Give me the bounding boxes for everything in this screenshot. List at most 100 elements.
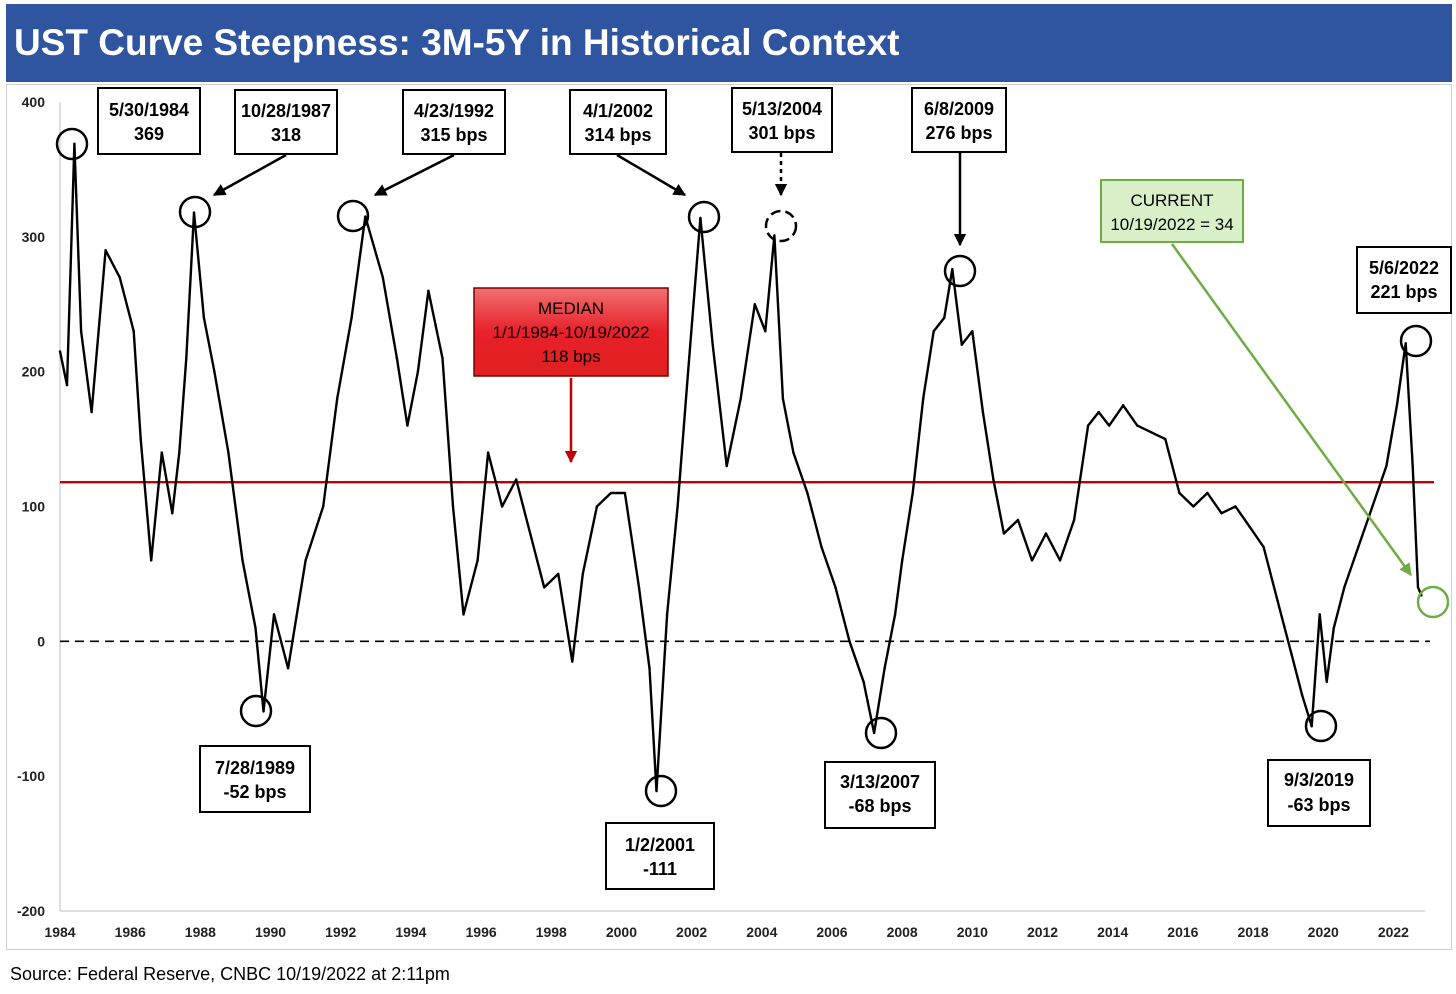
data-point	[1411, 464, 1414, 468]
data-point	[1086, 424, 1090, 427]
data-point	[1107, 424, 1111, 427]
data-point	[1164, 437, 1167, 441]
data-point	[132, 330, 135, 333]
data-point	[1343, 586, 1346, 589]
annotation-2009: 6/8/2009 276 bps	[911, 87, 1007, 153]
label-2002-date: 4/1/2002	[583, 101, 653, 121]
x-tick-label: 1994	[395, 924, 426, 940]
data-point	[872, 731, 876, 735]
y-tick-label: 200	[22, 364, 46, 380]
annotation-2002: 4/1/2002 314 bps	[569, 89, 667, 155]
data-point	[90, 410, 93, 414]
data-point	[1178, 491, 1181, 495]
data-point	[364, 215, 367, 218]
data-point	[336, 397, 339, 400]
data-point	[476, 559, 479, 562]
data-point	[79, 330, 83, 333]
data-point	[1357, 545, 1360, 549]
marker-1989	[239, 694, 273, 728]
data-point	[900, 559, 904, 562]
data-point	[820, 545, 823, 549]
source-note: Source: Federal Reserve, CNBC 10/19/2022…	[10, 964, 450, 984]
data-point	[139, 437, 142, 441]
data-point	[427, 289, 430, 292]
data-point	[416, 370, 420, 373]
annotation-2007: 3/13/2007 -68 bps	[824, 761, 936, 829]
data-point	[514, 478, 518, 481]
data-point	[65, 383, 69, 387]
annotation-1987: 10/28/1987 318	[234, 89, 338, 155]
y-tick-label: 400	[22, 94, 46, 110]
data-point	[922, 397, 925, 400]
data-point	[981, 410, 985, 414]
x-tick-label: 2010	[957, 924, 988, 940]
data-point	[1262, 545, 1265, 549]
data-point	[1016, 518, 1020, 522]
data-point	[637, 586, 641, 589]
data-point	[1318, 613, 1321, 616]
data-point	[676, 505, 679, 508]
data-point	[529, 532, 532, 535]
label-2009-value: 276 bps	[925, 123, 992, 143]
annotation-2022: 5/6/2022 221 bps	[1356, 246, 1452, 314]
data-point	[1206, 491, 1209, 495]
y-tick-label: 300	[22, 229, 46, 245]
data-points	[58, 142, 1423, 793]
data-point	[350, 316, 353, 319]
data-point	[272, 613, 276, 616]
label-1984-date: 5/30/1984	[109, 100, 189, 120]
data-point	[381, 276, 385, 279]
data-point	[960, 343, 964, 346]
x-tick-label: 2020	[1308, 924, 1339, 940]
label-1992-date: 4/23/1992	[414, 101, 494, 121]
data-point	[462, 613, 465, 616]
marker-2019	[1304, 709, 1338, 743]
annotation-2019: 9/3/2019 -63 bps	[1267, 759, 1371, 827]
data-point	[1310, 725, 1313, 728]
data-point	[971, 330, 974, 333]
y-tick-label: 100	[22, 499, 46, 515]
data-point	[1404, 342, 1407, 345]
data-point	[581, 572, 585, 576]
x-tick-label: 2006	[816, 924, 847, 940]
data-point	[406, 424, 409, 427]
annotation-1984: 5/30/1984 369	[97, 87, 201, 155]
data-point	[1290, 653, 1293, 657]
data-point	[1332, 626, 1335, 630]
extreme-markers	[55, 127, 1450, 808]
data-point	[202, 316, 206, 319]
x-tick-label: 1992	[325, 924, 356, 940]
x-tick-label: 2012	[1027, 924, 1058, 940]
data-point	[806, 491, 809, 495]
label-2022-date: 5/6/2022	[1369, 258, 1439, 278]
label-1987-date: 10/28/1987	[241, 101, 331, 121]
data-point	[1385, 464, 1388, 468]
label-1984-value: 369	[134, 124, 164, 144]
data-point	[739, 397, 742, 400]
marker-1987	[178, 195, 212, 229]
marker-2004	[764, 209, 798, 243]
data-point	[725, 464, 728, 468]
data-point	[557, 572, 560, 576]
data-point	[1097, 410, 1100, 414]
title-bar: UST Curve Steepness: 3M-5Y in Historical…	[6, 4, 1452, 82]
y-tick-label: -200	[17, 903, 45, 919]
data-point	[441, 356, 444, 360]
arrow-1987	[212, 153, 287, 197]
data-point	[862, 680, 865, 683]
data-point	[911, 491, 914, 495]
x-tick-label: 2008	[887, 924, 918, 940]
data-point	[1030, 559, 1034, 562]
data-point	[623, 491, 627, 495]
data-point	[1136, 424, 1139, 427]
y-tick-label: -100	[17, 768, 45, 784]
current-box: CURRENT 10/19/2022 = 34	[1100, 179, 1244, 243]
marker-1984	[55, 127, 89, 161]
annotation-arrows	[212, 153, 1413, 577]
marker-2009	[943, 254, 977, 288]
label-2001-date: 1/2/2001	[625, 835, 695, 855]
data-point	[951, 267, 954, 271]
x-tick-label: 2016	[1167, 924, 1198, 940]
current-label-line2: 10/19/2022 = 34	[1110, 215, 1233, 234]
x-tick-label: 2018	[1237, 924, 1268, 940]
